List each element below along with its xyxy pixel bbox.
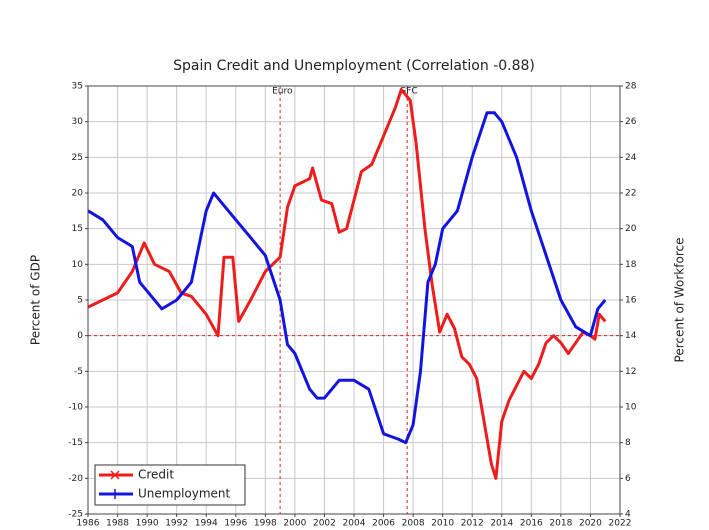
y-tick-label: 10 xyxy=(72,260,84,270)
y-tick-label: 30 xyxy=(72,117,84,127)
legend-label: Unemployment xyxy=(138,487,231,501)
y-axis-label: Percent of GDP xyxy=(29,255,43,345)
x-tick-label: 2008 xyxy=(402,519,425,529)
y2-tick-label: 22 xyxy=(625,189,636,199)
y2-tick-label: 10 xyxy=(625,403,637,413)
x-tick-label: 2016 xyxy=(520,519,543,529)
legend-label: Credit xyxy=(138,468,174,482)
y2-axis-label: Percent of Workforce xyxy=(673,238,687,363)
y2-tick-label: 20 xyxy=(625,224,637,234)
x-tick-label: 1990 xyxy=(136,519,159,529)
y2-tick-label: 24 xyxy=(625,153,637,163)
y-tick-label: -25 xyxy=(68,510,83,520)
plot-border xyxy=(87,85,621,515)
y-tick-label: -15 xyxy=(68,438,83,448)
y-tick-label: -5 xyxy=(74,367,83,377)
series-line xyxy=(87,111,607,445)
y2-tick-label: 4 xyxy=(625,510,631,520)
y-tick-label: -20 xyxy=(68,474,83,484)
y-tick-label: 15 xyxy=(72,224,83,234)
legend-box xyxy=(94,464,246,506)
x-tick-label: 2002 xyxy=(313,519,336,529)
y2-tick-label: 14 xyxy=(625,331,637,341)
y2-tick-label: 26 xyxy=(625,117,637,127)
x-tick-label: 1988 xyxy=(106,519,129,529)
x-tick-label: 1992 xyxy=(165,519,188,529)
annotation: GFC xyxy=(399,87,417,97)
x-tick-label: 2006 xyxy=(372,519,395,529)
x-tick-label: 2022 xyxy=(609,519,632,529)
x-tick-label: 2010 xyxy=(431,519,454,529)
x-tick-label: 2012 xyxy=(461,519,484,529)
y-tick-label: 20 xyxy=(72,189,84,199)
y-tick-label: 0 xyxy=(77,331,83,341)
y2-tick-label: 6 xyxy=(625,474,631,484)
y2-tick-label: 18 xyxy=(625,260,637,270)
y-tick-label: 25 xyxy=(72,153,83,163)
x-tick-label: 2014 xyxy=(490,519,513,529)
x-tick-label: 1994 xyxy=(195,519,218,529)
annotation: Euro xyxy=(272,87,293,97)
y-tick-label: 5 xyxy=(77,296,83,306)
x-tick-label: 2018 xyxy=(549,519,572,529)
y2-tick-label: 8 xyxy=(625,438,631,448)
y-tick-label: 35 xyxy=(72,82,83,92)
series-line xyxy=(87,88,607,480)
legend-marker xyxy=(110,470,120,480)
x-tick-label: 2004 xyxy=(343,519,366,529)
y-tick-label: -10 xyxy=(68,403,83,413)
y2-tick-label: 16 xyxy=(625,296,637,306)
x-tick-label: 1986 xyxy=(77,519,100,529)
x-tick-label: 1998 xyxy=(254,519,277,529)
chart-title: Spain Credit and Unemployment (Correlati… xyxy=(173,58,535,74)
x-tick-label: 2000 xyxy=(283,519,306,529)
x-tick-label: 2020 xyxy=(579,519,602,529)
y2-tick-label: 28 xyxy=(625,82,637,92)
x-tick-label: 1996 xyxy=(224,519,247,529)
y2-tick-label: 12 xyxy=(625,367,636,377)
